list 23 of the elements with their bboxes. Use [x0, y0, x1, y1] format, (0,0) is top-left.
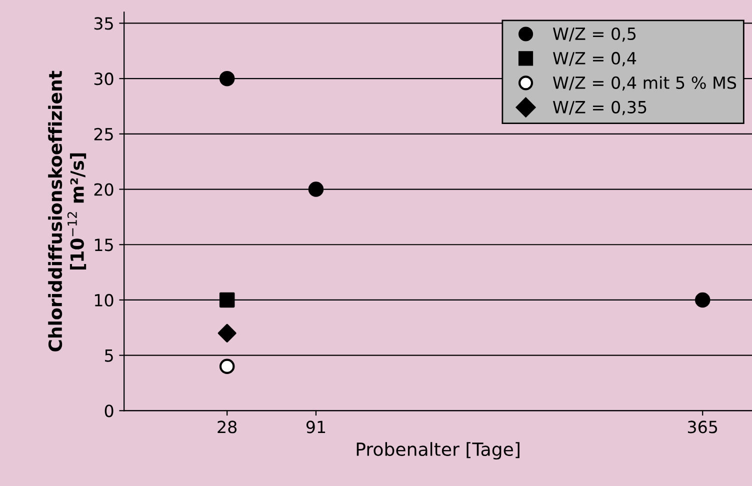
- point: [694, 292, 710, 308]
- legend-label: W/Z = 0,35: [552, 100, 646, 116]
- legend-label: W/Z = 0,5: [552, 27, 636, 42]
- y-axis-title: Chloriddiffusionskoeffizient [10$^{−12}$ m²/s]: [48, 70, 86, 352]
- point: [219, 292, 235, 308]
- y-tick-label: 5: [105, 350, 113, 362]
- x-tick-label: 28: [218, 420, 237, 434]
- x-axis-title: Probenalter [Tage]: [356, 442, 520, 460]
- y-tick-label: 10: [94, 294, 114, 307]
- x-tick-label: 365: [688, 420, 718, 434]
- point: [219, 358, 235, 374]
- y-tick-label: 0: [104, 404, 114, 418]
- y-tick-label: 25: [94, 128, 113, 140]
- y-tick-label: 35: [94, 17, 113, 30]
- y-tick-label: 20: [94, 183, 114, 196]
- legend-label: W/Z = 0,4: [552, 52, 636, 66]
- x-tick-label: 91: [306, 420, 326, 434]
- legend-label: W/Z = 0,4 mit 5 % MS: [552, 76, 736, 91]
- point: [219, 70, 235, 86]
- point: [308, 182, 324, 197]
- point: [218, 324, 236, 342]
- y-tick-label: 30: [94, 72, 114, 86]
- y-tick-label: 15: [94, 238, 113, 252]
